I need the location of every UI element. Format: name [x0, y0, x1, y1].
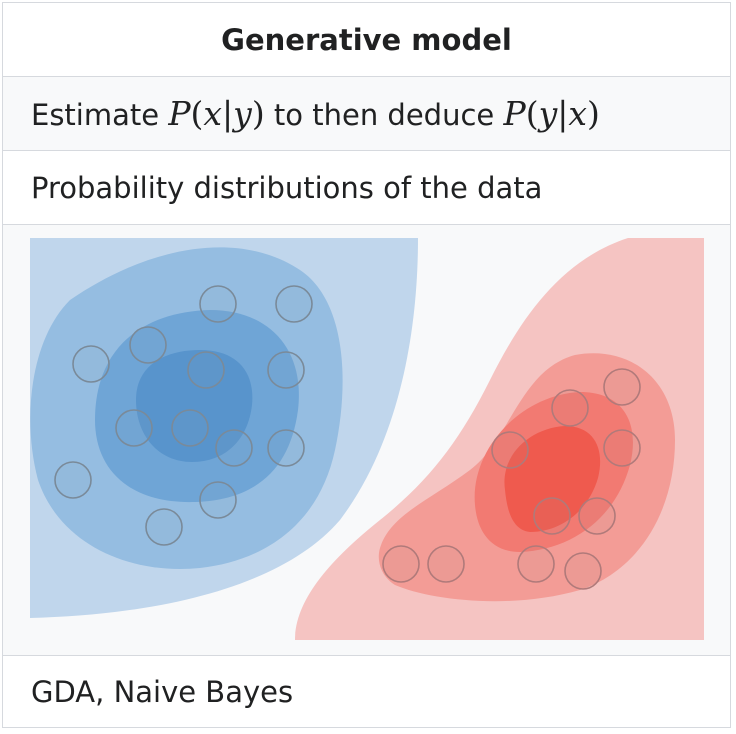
formula-middle: to then deduce	[273, 98, 495, 132]
data-point	[171, 409, 209, 447]
data-point	[267, 429, 305, 467]
data-point	[215, 429, 253, 467]
formula-text: Estimate P(x|y) to then deduce P(y|x)	[3, 94, 600, 133]
examples-text: GDA, Naive Bayes	[31, 674, 294, 709]
red-data-points	[382, 368, 641, 590]
data-point	[267, 351, 305, 389]
data-point	[382, 545, 420, 583]
distribution-label: Probability distributions of the data	[31, 170, 543, 205]
data-point	[187, 351, 225, 389]
estimate-expression: P(x|y)	[168, 94, 265, 133]
column-title: Generative model	[221, 22, 512, 57]
data-point	[115, 409, 153, 447]
data-point	[564, 552, 602, 590]
data-point	[491, 431, 529, 469]
data-point	[578, 497, 616, 535]
data-point	[603, 368, 641, 406]
data-point	[533, 497, 571, 535]
data-point	[54, 461, 92, 499]
data-point	[199, 481, 237, 519]
data-point	[275, 285, 313, 323]
deduce-expression: P(y|x)	[503, 94, 600, 133]
data-point	[199, 285, 237, 323]
blue-class-distribution	[30, 238, 418, 618]
formula-prefix: Estimate	[31, 98, 160, 132]
data-point	[603, 429, 641, 467]
formula-row: Estimate P(x|y) to then deduce P(y|x)	[3, 77, 730, 151]
examples-row: GDA, Naive Bayes	[3, 656, 730, 727]
distribution-row: Probability distributions of the data	[3, 151, 730, 225]
table-header-row: Generative model	[3, 3, 730, 77]
blue-data-points	[54, 285, 313, 546]
data-point	[517, 545, 555, 583]
data-point	[129, 326, 167, 364]
data-point	[72, 345, 110, 383]
data-point	[427, 545, 465, 583]
data-point	[145, 508, 183, 546]
data-point	[551, 389, 589, 427]
